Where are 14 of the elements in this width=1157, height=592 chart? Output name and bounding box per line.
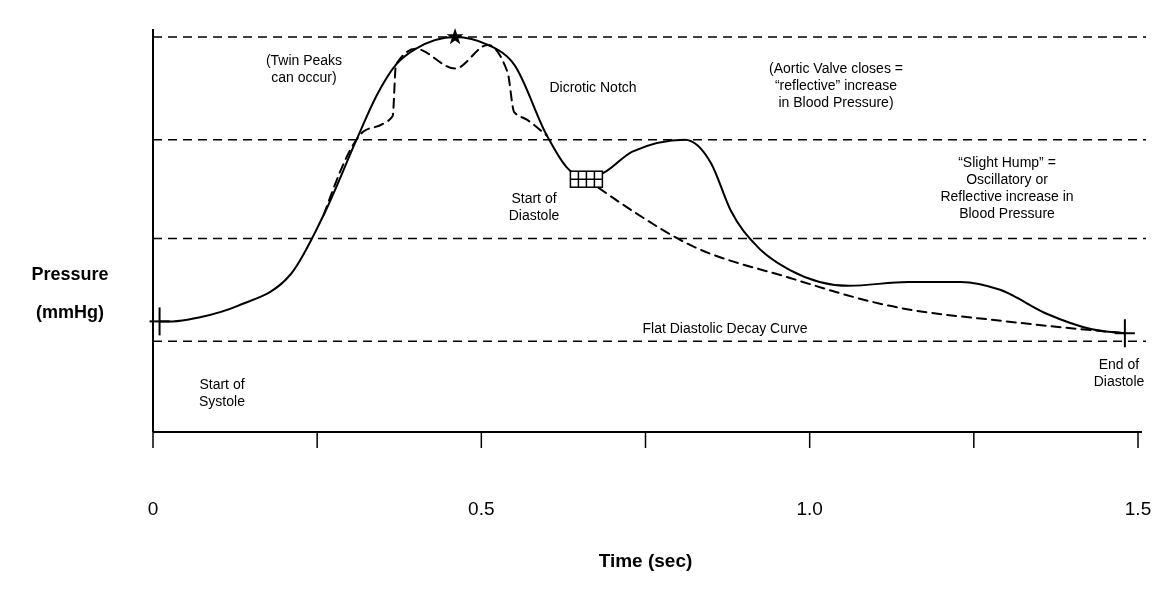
y-axis-title: Pressure (mmHg) <box>31 264 109 322</box>
annotation: End of Diastole <box>1093 356 1145 389</box>
x-tick-label: 1.0 <box>796 498 823 519</box>
annotation: Start of Diastole <box>508 190 560 223</box>
annotation: (Twin Peaks can occur) <box>265 52 343 85</box>
annotation: Dicrotic Notch <box>549 79 637 95</box>
annotation: “Slight Hump” = Oscillatory or Reflective increase in Blood Pressure <box>940 154 1074 221</box>
x-tick-label: 0 <box>147 498 159 519</box>
annotation: (Aortic Valve closes = “reflective” increase in Blood Pressure) <box>769 60 903 110</box>
annotation: Start of Systole <box>199 376 246 409</box>
annotation: Flat Diastolic Decay Curve <box>642 320 808 336</box>
x-tick-label: 0.5 <box>468 498 495 519</box>
x-tick-label: 1.5 <box>1124 498 1152 519</box>
x-axis-title: Time (sec) <box>598 550 693 571</box>
